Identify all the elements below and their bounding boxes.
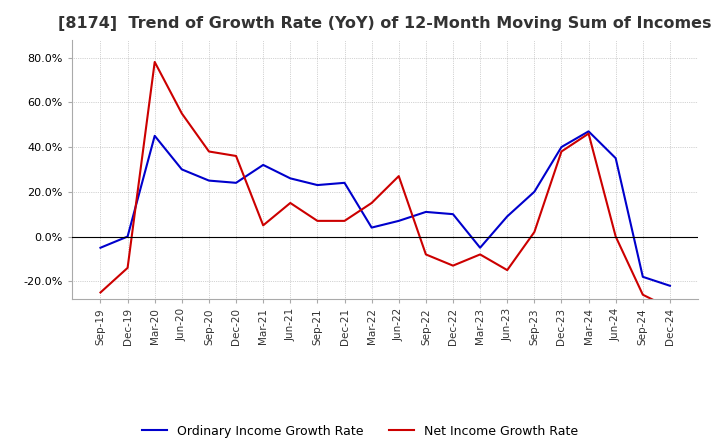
Net Income Growth Rate <box>286 200 294 205</box>
Ordinary Income Growth Rate <box>557 144 566 150</box>
Ordinary Income Growth Rate <box>367 225 376 230</box>
Net Income Growth Rate <box>449 263 457 268</box>
Ordinary Income Growth Rate <box>123 234 132 239</box>
Net Income Growth Rate <box>341 218 349 224</box>
Net Income Growth Rate <box>476 252 485 257</box>
Ordinary Income Growth Rate <box>639 274 647 279</box>
Ordinary Income Growth Rate <box>421 209 430 215</box>
Net Income Growth Rate <box>665 305 674 311</box>
Line: Ordinary Income Growth Rate: Ordinary Income Growth Rate <box>101 132 670 286</box>
Legend: Ordinary Income Growth Rate, Net Income Growth Rate: Ordinary Income Growth Rate, Net Income … <box>138 420 582 440</box>
Ordinary Income Growth Rate <box>96 245 105 250</box>
Net Income Growth Rate <box>584 131 593 136</box>
Ordinary Income Growth Rate <box>476 245 485 250</box>
Ordinary Income Growth Rate <box>584 129 593 134</box>
Net Income Growth Rate <box>503 268 511 273</box>
Ordinary Income Growth Rate <box>178 167 186 172</box>
Net Income Growth Rate <box>530 229 539 235</box>
Ordinary Income Growth Rate <box>395 218 403 224</box>
Ordinary Income Growth Rate <box>259 162 268 168</box>
Title: [8174]  Trend of Growth Rate (YoY) of 12-Month Moving Sum of Incomes: [8174] Trend of Growth Rate (YoY) of 12-… <box>58 16 712 32</box>
Net Income Growth Rate <box>367 200 376 205</box>
Ordinary Income Growth Rate <box>341 180 349 186</box>
Line: Net Income Growth Rate: Net Income Growth Rate <box>101 62 670 308</box>
Ordinary Income Growth Rate <box>286 176 294 181</box>
Net Income Growth Rate <box>96 290 105 295</box>
Net Income Growth Rate <box>150 59 159 65</box>
Ordinary Income Growth Rate <box>611 156 620 161</box>
Net Income Growth Rate <box>611 234 620 239</box>
Net Income Growth Rate <box>639 292 647 297</box>
Ordinary Income Growth Rate <box>665 283 674 288</box>
Net Income Growth Rate <box>557 149 566 154</box>
Net Income Growth Rate <box>178 111 186 116</box>
Ordinary Income Growth Rate <box>150 133 159 139</box>
Net Income Growth Rate <box>204 149 213 154</box>
Ordinary Income Growth Rate <box>204 178 213 183</box>
Net Income Growth Rate <box>123 265 132 271</box>
Ordinary Income Growth Rate <box>503 214 511 219</box>
Net Income Growth Rate <box>395 173 403 179</box>
Net Income Growth Rate <box>313 218 322 224</box>
Net Income Growth Rate <box>259 223 268 228</box>
Ordinary Income Growth Rate <box>313 183 322 188</box>
Ordinary Income Growth Rate <box>530 189 539 194</box>
Ordinary Income Growth Rate <box>232 180 240 186</box>
Net Income Growth Rate <box>421 252 430 257</box>
Ordinary Income Growth Rate <box>449 212 457 217</box>
Net Income Growth Rate <box>232 153 240 158</box>
